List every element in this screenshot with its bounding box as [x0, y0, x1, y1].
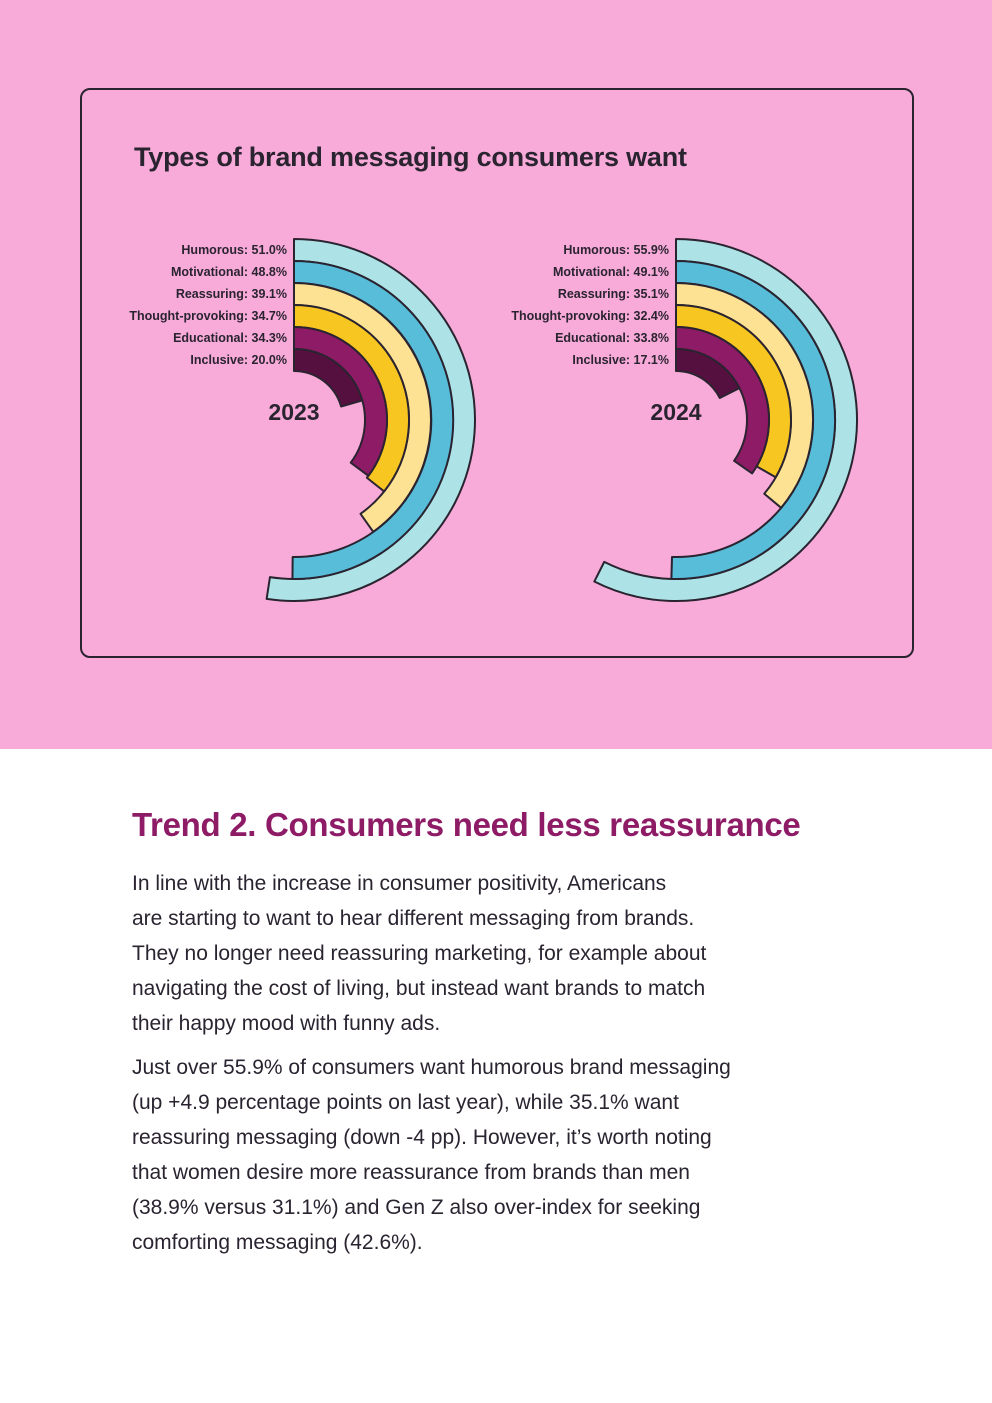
paragraph-line: their happy mood with funny ads.	[132, 1012, 441, 1035]
paragraph-line: comforting messaging (42.6%).	[132, 1231, 423, 1254]
year-label: 2024	[650, 399, 701, 425]
bar-label: Educational: 33.8%	[555, 331, 669, 345]
paragraph-line: are starting to want to hear different m…	[132, 907, 695, 930]
paragraph-line: (38.9% versus 31.1%) and Gen Z also over…	[132, 1196, 701, 1219]
paragraph-line: In line with the increase in consumer po…	[132, 872, 667, 895]
paragraph-line: They no longer need reassuring marketing…	[132, 942, 707, 965]
paragraph-2: Just over 55.9% of consumers want humoro…	[132, 1050, 832, 1260]
bar-label: Reassuring: 39.1%	[176, 287, 287, 301]
bar-inclusive-2023	[293, 348, 364, 408]
trend-heading: Trend 2. Consumers need less reassurance	[132, 806, 801, 843]
bar-label: Thought-provoking: 34.7%	[129, 309, 287, 323]
chart-card: Types of brand messaging consumers want	[80, 88, 914, 658]
year-label: 2023	[268, 399, 319, 425]
bar-label: Motivational: 48.8%	[171, 265, 287, 279]
chart-title: Types of brand messaging consumers want	[134, 142, 687, 172]
paragraph-line: Just over 55.9% of consumers want humoro…	[132, 1056, 731, 1079]
paragraph-line: (up +4.9 percentage points on last year)…	[132, 1091, 679, 1114]
bar-label: Educational: 34.3%	[173, 331, 287, 345]
bar-label: Humorous: 51.0%	[181, 243, 287, 257]
bar-label: Thought-provoking: 32.4%	[511, 309, 669, 323]
paragraph-line: that women desire more reassurance from …	[132, 1161, 690, 1184]
bar-label: Inclusive: 17.1%	[572, 353, 669, 367]
radial-charts: Humorous: 51.0% Motivational: 48.8% Reassu…	[129, 238, 858, 602]
paragraph-line: navigating the cost of living, but inste…	[132, 977, 706, 1000]
bar-label: Motivational: 49.1%	[553, 265, 669, 279]
bar-label: Reassuring: 35.1%	[558, 287, 669, 301]
bar-label: Inclusive: 20.0%	[190, 353, 287, 367]
paragraph-line: reassuring messaging (down -4 pp). Howev…	[132, 1126, 712, 1149]
bar-inclusive-2024	[675, 348, 741, 399]
bar-label: Humorous: 55.9%	[563, 243, 669, 257]
paragraph-1: In line with the increase in consumer po…	[132, 866, 832, 1041]
